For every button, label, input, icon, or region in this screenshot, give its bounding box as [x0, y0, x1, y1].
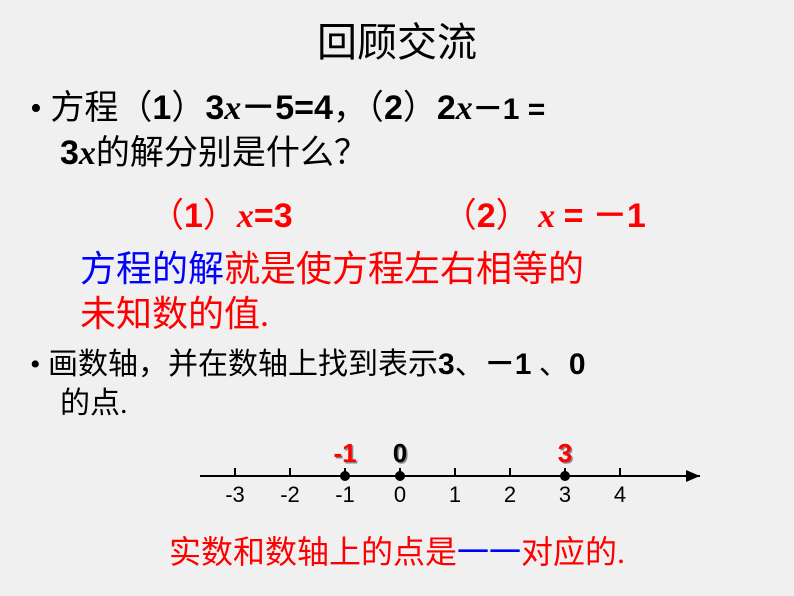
ans2-p1: （: [443, 198, 477, 235]
l2-n0: 0: [569, 348, 586, 381]
ans1-p2: ）: [203, 198, 237, 235]
eq2-var: x: [456, 90, 473, 127]
l2-sep1: 、: [455, 348, 485, 381]
q-paren1: ）: [171, 90, 205, 127]
q-prefix: • 方程（: [30, 90, 152, 127]
svg-text:-1: -1: [333, 438, 356, 468]
question-text: • 方程（1）3x－5=4，（2）2x－1 = 3x的解分别是什么？: [0, 68, 794, 176]
def-body1: 就是使方程左右相等的: [224, 249, 584, 289]
l2-prefix: • 画数轴，并在数轴上找到表示: [30, 348, 438, 381]
def-body2: 未知数的值.: [80, 294, 269, 334]
q-paren2: ）: [403, 90, 437, 127]
q-num2: 2: [384, 89, 403, 127]
q-tail: 的解分别是什么？: [96, 135, 368, 172]
ans2-eq: = －1: [564, 197, 646, 235]
ans1-var: x: [237, 198, 254, 235]
ans2-p2: ）: [496, 198, 539, 235]
ans2-n: 2: [477, 197, 496, 235]
eq2-coef: 2: [437, 89, 456, 127]
l2-line2: 的点.: [60, 387, 128, 420]
conclusion-text: 实数和数轴上的点是一一对应的.: [0, 521, 794, 573]
svg-text:3: 3: [558, 438, 572, 468]
svg-text:-3: -3: [225, 482, 245, 507]
ans2-var: x: [538, 198, 564, 235]
concl-red2: 对应的.: [521, 534, 625, 570]
concl-blue: 一一: [457, 534, 521, 570]
l2-sep2: 、: [531, 348, 569, 381]
svg-text:0: 0: [394, 482, 406, 507]
slide-title: 回顾交流: [0, 0, 794, 68]
ans1-eq: =3: [254, 197, 293, 235]
eq1-var: x: [224, 90, 241, 127]
eq2-rest: －1 =: [473, 93, 546, 126]
svg-text:4: 4: [614, 482, 626, 507]
ans1-p1: （: [150, 198, 184, 235]
svg-text:0: 0: [393, 438, 407, 468]
eq2b-coef: 3: [60, 134, 79, 172]
ans1-n: 1: [184, 197, 203, 235]
instruction-text: • 画数轴，并在数轴上找到表示3、－1 、0 的点.: [0, 337, 794, 423]
q-comma: ，（: [333, 90, 384, 127]
definition-text: 方程的解就是使方程左右相等的 未知数的值.: [0, 237, 794, 337]
l2-n3: 3: [438, 348, 455, 381]
concl-red1: 实数和数轴上的点是: [169, 534, 457, 570]
answers: （1）x=3（2） x = －1: [0, 176, 794, 237]
def-term: 方程的解: [80, 249, 224, 289]
l2-neg1: －1: [485, 348, 532, 381]
svg-text:3: 3: [559, 482, 571, 507]
svg-text:-2: -2: [280, 482, 300, 507]
svg-text:2: 2: [504, 482, 516, 507]
eq2b-var: x: [79, 135, 96, 172]
q-num1: 1: [152, 89, 171, 127]
svg-text:-1: -1: [335, 482, 355, 507]
number-line-svg: -3-2-101234-1-10033: [0, 431, 794, 521]
number-line: -3-2-101234-1-10033: [0, 431, 794, 521]
eq1-coef: 3: [205, 89, 224, 127]
svg-text:1: 1: [449, 482, 461, 507]
eq1-rest: －5=4: [241, 89, 333, 127]
